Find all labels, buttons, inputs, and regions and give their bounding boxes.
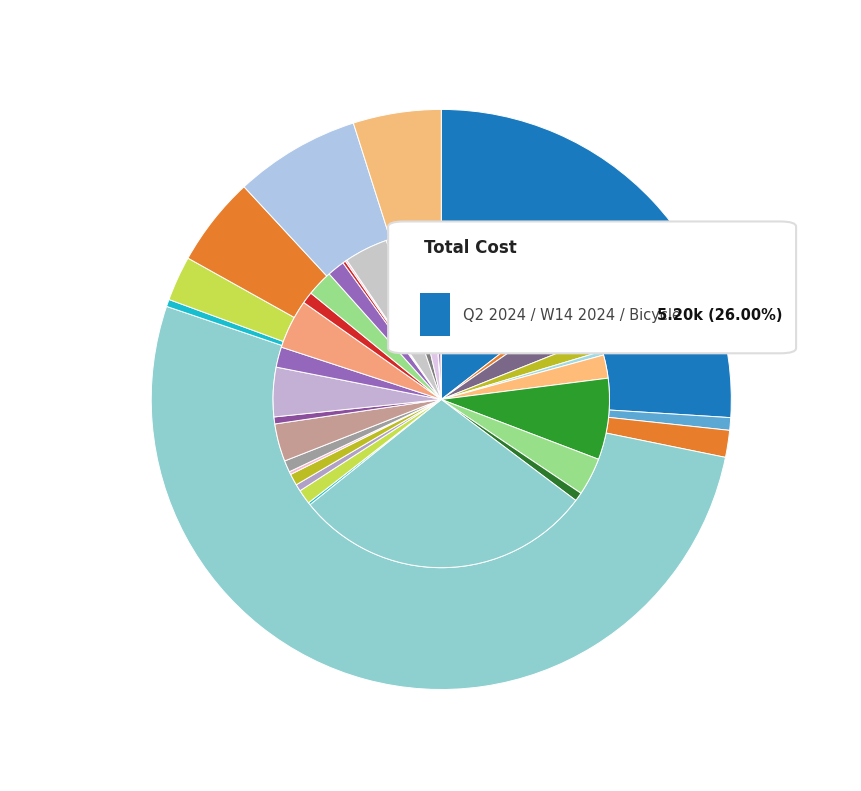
- Wedge shape: [273, 367, 442, 417]
- Wedge shape: [441, 304, 598, 399]
- Wedge shape: [296, 399, 442, 490]
- Wedge shape: [441, 355, 608, 399]
- Wedge shape: [343, 261, 442, 399]
- Text: Q2 2024 / W14 2024 / Bicycle: Q2 2024 / W14 2024 / Bicycle: [463, 308, 681, 323]
- Wedge shape: [304, 293, 442, 399]
- Wedge shape: [403, 232, 442, 399]
- Wedge shape: [441, 337, 603, 399]
- Wedge shape: [441, 399, 598, 494]
- Wedge shape: [166, 300, 283, 346]
- Wedge shape: [441, 351, 604, 399]
- Wedge shape: [300, 399, 442, 503]
- Wedge shape: [188, 187, 327, 317]
- Wedge shape: [291, 399, 442, 485]
- Wedge shape: [441, 378, 610, 460]
- Wedge shape: [152, 306, 726, 690]
- Wedge shape: [609, 410, 731, 430]
- Wedge shape: [441, 297, 579, 399]
- Wedge shape: [169, 258, 294, 342]
- Wedge shape: [275, 399, 442, 461]
- Text: Total Cost: Total Cost: [424, 239, 517, 256]
- Wedge shape: [276, 347, 442, 399]
- Wedge shape: [606, 418, 729, 457]
- Wedge shape: [311, 274, 442, 399]
- Wedge shape: [440, 231, 442, 399]
- Wedge shape: [431, 231, 442, 399]
- Wedge shape: [308, 399, 442, 505]
- Wedge shape: [387, 236, 442, 399]
- Wedge shape: [441, 231, 574, 399]
- Wedge shape: [345, 260, 442, 399]
- Wedge shape: [289, 399, 442, 475]
- Wedge shape: [282, 302, 442, 399]
- Wedge shape: [441, 109, 731, 418]
- Wedge shape: [430, 232, 442, 399]
- Bar: [420, 293, 449, 336]
- Text: 5.20k (26.00%): 5.20k (26.00%): [658, 308, 783, 323]
- FancyBboxPatch shape: [388, 221, 796, 354]
- Wedge shape: [347, 240, 442, 399]
- Wedge shape: [441, 399, 581, 501]
- Wedge shape: [285, 399, 442, 471]
- Wedge shape: [244, 123, 390, 276]
- Wedge shape: [329, 263, 442, 399]
- Wedge shape: [353, 109, 442, 239]
- Wedge shape: [274, 399, 442, 424]
- Wedge shape: [310, 399, 576, 568]
